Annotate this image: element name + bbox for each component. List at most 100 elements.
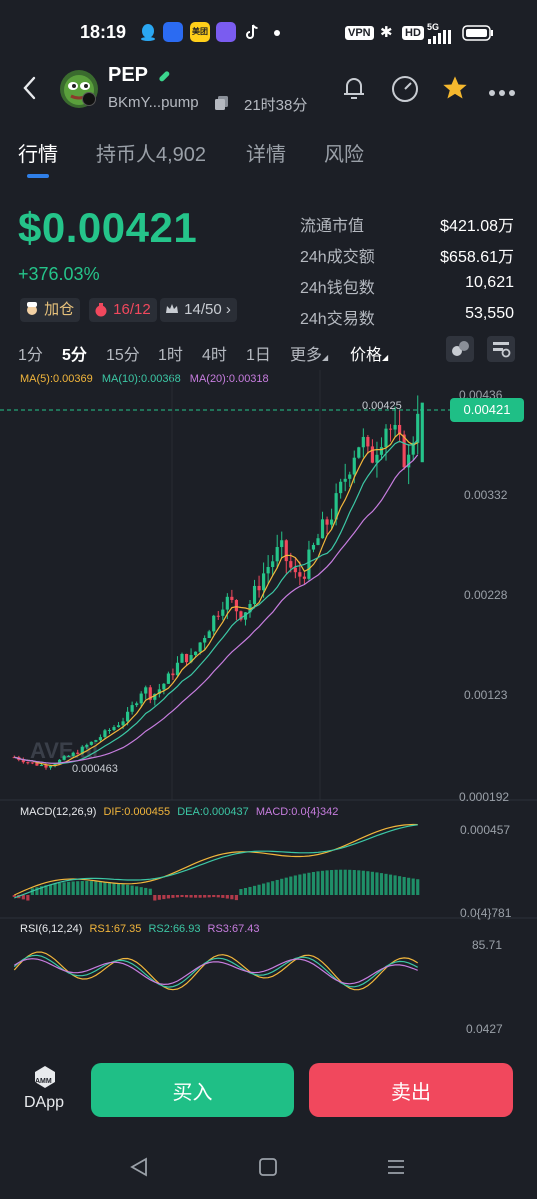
nav-home-icon[interactable]: [257, 1156, 279, 1183]
macd-bar: [243, 888, 248, 895]
interval-15m[interactable]: 15分: [106, 347, 140, 364]
macd-bar: [307, 872, 311, 895]
macd-bar: [175, 895, 180, 898]
token-age: 21时38分: [244, 97, 308, 114]
interval-more-label: 更多: [290, 347, 323, 364]
action-bar: AMM DApp 买入 卖出: [0, 1050, 537, 1134]
candle-body: [416, 413, 420, 443]
candle-body: [402, 434, 406, 468]
interval-1m[interactable]: 1分: [18, 347, 43, 364]
candle-body: [207, 631, 211, 639]
candle-body: [239, 611, 243, 620]
crown-badge[interactable]: 14/50 ›: [160, 298, 237, 322]
macd-bar: [343, 869, 347, 895]
nav-menu-icon[interactable]: [385, 1156, 407, 1183]
macd-bar: [107, 882, 112, 895]
candle-body: [212, 615, 216, 632]
amm-label: AMM: [35, 1078, 52, 1085]
macd-bar: [370, 871, 374, 895]
macd-bar: [407, 877, 411, 895]
macd-bar: [116, 883, 121, 895]
dropdown-triangle-icon: ◢: [382, 353, 389, 362]
back-button[interactable]: [20, 74, 40, 107]
candle-body: [35, 762, 39, 766]
tab-risk[interactable]: 风险: [324, 144, 364, 166]
ma20-label: MA(20):0.00318: [189, 373, 269, 385]
circles-icon: [452, 341, 469, 356]
macd-bar: [334, 869, 338, 895]
qq-icon: [138, 22, 158, 42]
copy-icon[interactable]: [214, 95, 230, 116]
candle-body: [62, 756, 66, 760]
candle-body: [71, 752, 75, 756]
ma5-label: MA(5):0.00369: [20, 373, 93, 385]
stat-label: 24h交易数: [300, 311, 375, 328]
dapp-button[interactable]: AMM DApp: [20, 1064, 72, 1118]
bag-badge[interactable]: 16/12: [89, 298, 157, 322]
candle-body: [320, 519, 325, 539]
macd-bar: [62, 882, 66, 895]
price-toggle[interactable]: 价格◢: [350, 341, 388, 365]
interval-1d[interactable]: 1日: [246, 347, 271, 364]
macd-bar: [48, 884, 53, 895]
macd-bar: [284, 877, 288, 895]
token-header: PEP BKmY...pump 21时38分: [0, 62, 537, 120]
candle-body: [230, 596, 234, 600]
macd-bar: [293, 875, 297, 895]
macd-bar: [257, 884, 261, 895]
macd-bar: [166, 895, 170, 899]
candlestick-chart[interactable]: AVE.ai: [0, 370, 537, 1050]
macd-legend: MACD(12,26,9) DIF:0.000455 DEA:0.000437 …: [20, 806, 338, 818]
token-address[interactable]: BKmY...pump: [108, 94, 199, 111]
interval-1h[interactable]: 1时: [158, 347, 183, 364]
chart-area[interactable]: AVE.ai 0.00436 0.00421 0.00425 0.00332 0…: [0, 370, 537, 1050]
candle-body: [280, 540, 284, 548]
candle-body: [58, 759, 62, 765]
favorite-star-icon[interactable]: [441, 74, 469, 107]
dropdown-triangle-icon: ◢: [322, 353, 329, 362]
macd-bar: [262, 883, 266, 895]
tab-holders[interactable]: 持币人4,902: [96, 144, 207, 166]
macd-bar: [384, 873, 388, 895]
candle-body: [298, 572, 302, 577]
candle-body: [243, 612, 248, 620]
macd-bar: [388, 874, 393, 895]
candle-body: [203, 638, 207, 643]
macd-dea: DEA:0.000437: [177, 806, 249, 818]
macd-bar: [379, 873, 384, 895]
candle-body: [225, 596, 229, 610]
price-change: +376.03%: [18, 264, 100, 284]
system-nav-bar: [0, 1140, 537, 1199]
chart-grid: [0, 370, 537, 919]
candle-body: [370, 446, 374, 463]
candle-body: [166, 673, 170, 684]
sell-button[interactable]: 卖出: [309, 1063, 513, 1117]
macd-bar: [80, 881, 84, 895]
more-icon[interactable]: [488, 84, 516, 102]
stat-value: $421.08万: [440, 218, 514, 235]
candle-body: [330, 519, 334, 525]
price-tick: 0.000192: [459, 790, 510, 804]
macd-bar: [76, 881, 80, 895]
chart-settings-button[interactable]: [487, 336, 515, 362]
macd-bar: [85, 880, 89, 895]
low-marker: 0.000463: [72, 763, 118, 775]
interval-4h[interactable]: 4时: [202, 347, 227, 364]
tab-details[interactable]: 详情: [246, 144, 286, 166]
macd-bar: [121, 884, 125, 895]
candle-body: [103, 730, 107, 738]
buy-button[interactable]: 买入: [91, 1063, 294, 1117]
candle-body: [198, 642, 202, 652]
indicator-settings-button[interactable]: [446, 336, 474, 362]
gauge-icon[interactable]: [390, 74, 420, 109]
tab-market[interactable]: 行情: [18, 144, 58, 166]
add-position-badge[interactable]: 加仓: [20, 298, 81, 322]
candle-body: [325, 519, 329, 525]
alert-bell-icon[interactable]: [340, 74, 368, 107]
bag-separator: /: [129, 301, 135, 318]
macd-bar: [89, 881, 93, 895]
interval-5m[interactable]: 5分: [62, 347, 87, 364]
candle-body: [153, 693, 157, 700]
nav-back-icon[interactable]: [128, 1156, 150, 1183]
interval-more[interactable]: 更多◢: [290, 341, 328, 365]
